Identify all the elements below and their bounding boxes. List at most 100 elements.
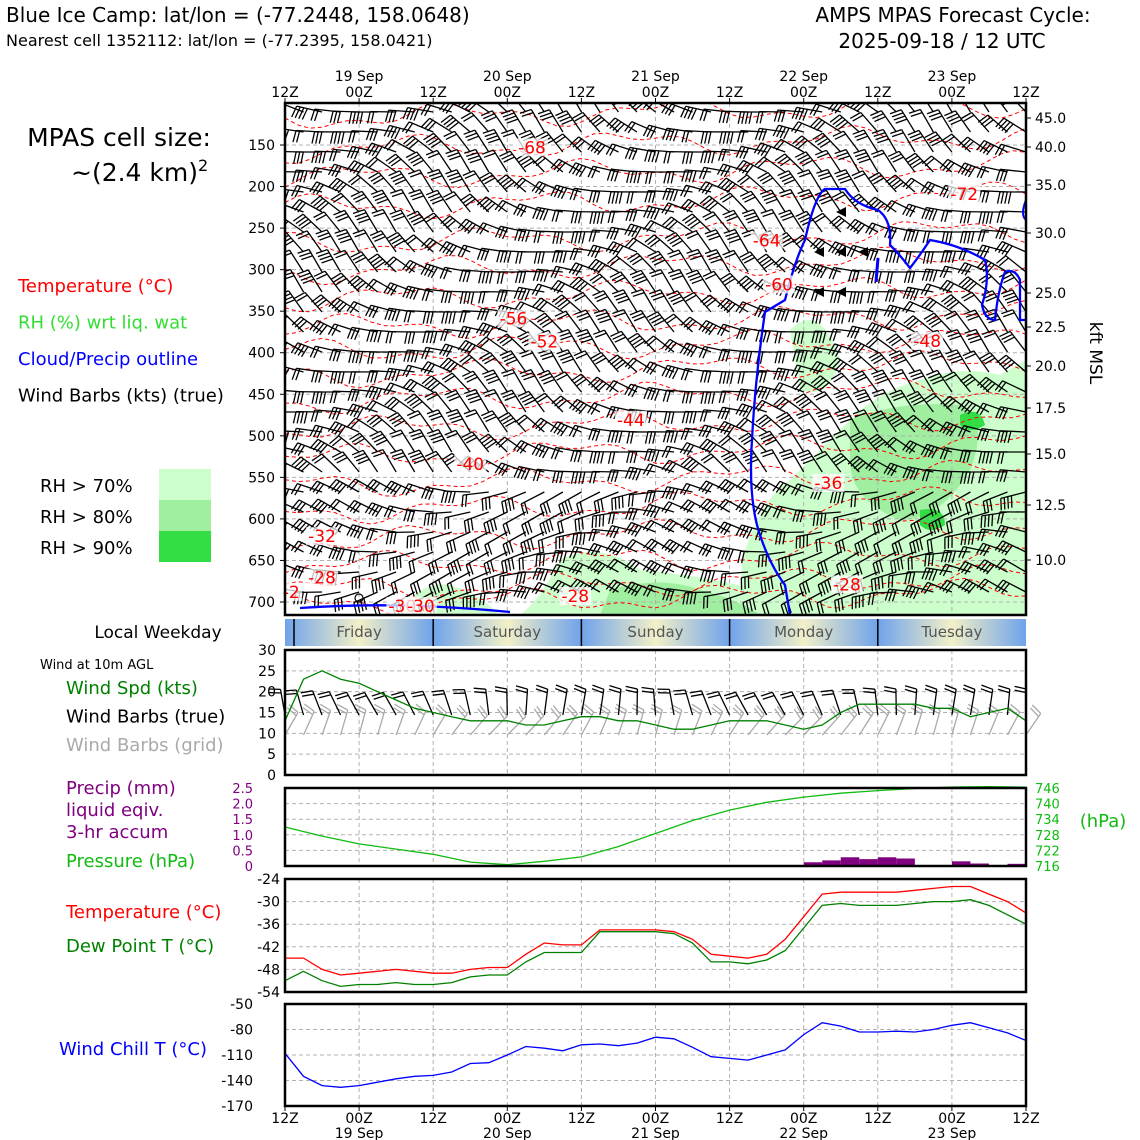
kft-axis-label: kft MSL: [1085, 322, 1105, 385]
wind-barb-flag: [648, 190, 653, 203]
wind-barb-flag: [852, 434, 864, 441]
wind-barb-flag: [484, 309, 490, 321]
wind-barb-flag: [684, 230, 697, 237]
wind-barb-flag: [479, 323, 487, 335]
wind-barb-flag: [902, 301, 911, 312]
wind-barb-flag: [450, 562, 456, 575]
wind-barb-flag: [924, 299, 934, 309]
wind-barb-flag: [498, 576, 501, 589]
wind-barb-flag: [507, 558, 512, 571]
wind-barb-staff: [377, 709, 386, 736]
wind-barb-flag: [614, 497, 617, 510]
wind-barb-staff: [1002, 579, 1026, 593]
wind-barb-flag: [757, 143, 765, 155]
wind-barb-staff: [463, 325, 489, 333]
wind-barb-staff: [326, 249, 342, 273]
wind-barb-flag: [664, 563, 673, 575]
wind-barb-flag: [947, 550, 953, 563]
weekday-name: Sunday: [627, 623, 683, 641]
wind-barb-flag: [310, 195, 321, 205]
wind-barb-flag: [948, 231, 953, 244]
nearest-cell-text: Nearest cell 1352112: lat/lon = (-77.239…: [6, 31, 433, 50]
wind-barb-flag: [932, 378, 944, 385]
wind-barb-flag: [369, 230, 382, 237]
wind-barb-flag: [666, 390, 671, 403]
wind-barb-staff: [759, 385, 786, 393]
wind-barb-flag: [906, 467, 913, 479]
wind-barb-flag: [602, 514, 605, 527]
wind-barb-flag: [532, 417, 542, 428]
wind-barb-flag: [401, 259, 411, 271]
wind-barb-flag: [773, 396, 784, 406]
wind-barb-flag: [335, 548, 342, 560]
wind-barb-staff: [1000, 524, 1026, 533]
wind-barb-flag: [633, 315, 646, 322]
wind-barb-flag: [978, 471, 983, 484]
wind-barb-flag: [724, 277, 736, 286]
wind-barb-staff: [691, 710, 703, 736]
wind-barb-flag: [581, 471, 586, 484]
wind-barb-flag: [428, 488, 434, 500]
wind-barb-flag: [817, 137, 829, 146]
wind-barb-flag: [449, 540, 454, 554]
wind-barb-flag: [296, 269, 309, 275]
wind-barb-flag: [644, 171, 649, 184]
wind-barb-flag: [928, 208, 935, 221]
wind-barb-flag: [948, 116, 960, 123]
contour-label-bg: [306, 568, 339, 587]
wind-barb-flag: [592, 451, 597, 464]
wind-barb-flag: [448, 363, 458, 374]
wind-barb-flag: [981, 451, 986, 464]
wind-barb-flag: [946, 400, 957, 409]
wind-barb-flag: [891, 372, 904, 378]
wind-barb-flag: [829, 328, 835, 341]
wind-barb-flag: [967, 282, 978, 292]
wind-barb-staff: [382, 692, 397, 716]
precip-bar: [803, 862, 823, 866]
wind-barb-staff: [659, 289, 675, 313]
wind-barb-staff: [858, 712, 874, 736]
wind-barb-staff: [419, 169, 434, 193]
wind-barb-staff: [285, 551, 286, 552]
wind-barb-flag: [502, 338, 513, 347]
wind-barb-flag: [555, 687, 567, 694]
wind-barb-flag: [908, 369, 921, 375]
wind-barb-flag: [624, 507, 631, 520]
wind-barb-flag: [315, 131, 319, 144]
wind-barb-flag: [684, 215, 696, 224]
wind-barb-flag: [912, 375, 925, 381]
rh-legend: RH > 70%RH > 80%RH > 90%: [40, 469, 211, 562]
wind-barb-flag: [499, 176, 510, 186]
wind-barb-flag: [391, 237, 403, 245]
wind-barb-flag: [699, 195, 710, 205]
wind-barb-flag: [949, 520, 953, 533]
wind-barb-staff: [667, 445, 693, 453]
wind-barb-staff: [870, 307, 897, 313]
wind-barb-flag: [445, 542, 450, 555]
wind-barb-staff: [729, 192, 749, 213]
wind-barb-flag: [588, 428, 594, 441]
wind-barb-flag: [673, 431, 679, 443]
wind-barb-flag: [834, 169, 846, 175]
wind-barb-flag: [1003, 276, 1015, 284]
wind-barb-flag: [681, 391, 686, 404]
wind-barb-flag: [315, 229, 328, 235]
wind-barb-flag: [373, 212, 386, 218]
wind-barb-staff: [825, 149, 842, 173]
wind-barb-flag: [999, 469, 1005, 482]
wind-barb-flag: [634, 585, 643, 597]
wind-barb-flag: [813, 119, 823, 130]
wind-barb-flag: [428, 412, 441, 418]
wind-barb-flag: [744, 351, 749, 364]
wind-barb-flag: [779, 483, 788, 495]
wind-barb-flag: [708, 325, 717, 336]
wind-barb-flag: [297, 445, 306, 456]
wind-barb-flag: [560, 355, 572, 361]
wind-barb-flag: [463, 409, 476, 415]
wind-barb-flag: [872, 372, 885, 378]
wind-barb-flag: [961, 263, 969, 275]
wind-barb-flag: [540, 93, 551, 97]
wind-barb-flag: [910, 372, 923, 378]
kft-tick-label: 12.5: [1035, 498, 1066, 514]
